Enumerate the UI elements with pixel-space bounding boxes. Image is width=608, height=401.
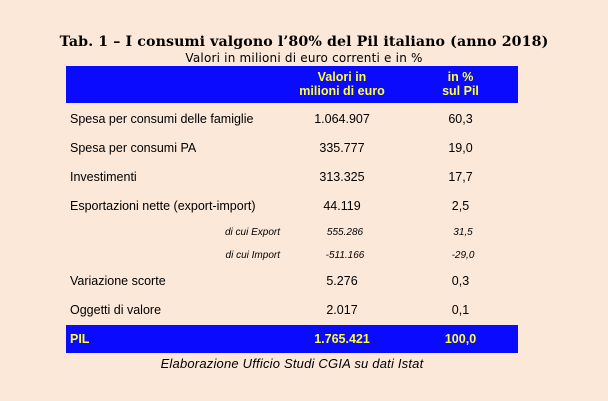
table-title: Tab. 1 – I consumi valgono l’80% del Pil… [59, 34, 549, 50]
data-table: Valori in milioni di euro in % sul Pil S… [66, 66, 518, 353]
header-values-column: Valori in milioni di euro [279, 70, 405, 98]
table-subtitle: Valori in milioni di euro correnti e in … [185, 51, 423, 65]
total-row: PIL 1.765.421 100,0 [66, 325, 518, 353]
row-percent: 60,3 [448, 112, 473, 126]
header-percent-line2: sul Pil [442, 84, 479, 98]
row-percent: 0,3 [451, 274, 470, 288]
header-values-line2: milioni di euro [299, 84, 385, 98]
row-value: 5.276 [326, 274, 358, 288]
row-percent: 0,1 [451, 303, 470, 317]
table-subrow: di cui Export 555.286 31,5 [66, 221, 518, 244]
row-percent: 17,7 [448, 170, 473, 184]
header-percent-column: in % sul Pil [423, 70, 498, 98]
row-label: Spesa per consumi delle famiglie [70, 112, 254, 126]
source-note: Elaborazione Ufficio Studi CGIA su dati … [160, 356, 424, 371]
total-percent: 100,0 [444, 332, 477, 346]
row-percent: 2,5 [451, 199, 470, 213]
subrow-percent: 31,5 [453, 227, 473, 238]
subrow-percent: -29,0 [451, 250, 475, 261]
table-row: Oggetti di valore 2.017 0,1 [66, 296, 518, 325]
total-label: PIL [70, 332, 90, 346]
table-row: Spesa per consumi PA 335.777 19,0 [66, 134, 518, 163]
row-label: Oggetti di valore [70, 303, 162, 317]
row-value: 313.325 [319, 170, 365, 184]
row-label: Variazione scorte [70, 274, 166, 288]
header-values-line1: Valori in [317, 70, 367, 84]
row-value: 44.119 [323, 199, 361, 213]
subrow-value: -511.166 [325, 250, 365, 261]
subrow-value: 555.286 [326, 227, 364, 238]
row-value: 1.064.907 [314, 112, 370, 126]
table-row: Variazione scorte 5.276 0,3 [66, 267, 518, 296]
subrow-label: di cui Import [225, 250, 280, 261]
row-value: 335.777 [319, 141, 365, 155]
header-percent-line1: in % [447, 70, 474, 84]
subrow-label: di cui Export [224, 227, 280, 238]
row-value: 2.017 [326, 303, 358, 317]
row-label: Spesa per consumi PA [70, 141, 197, 155]
row-label: Investimenti [70, 170, 137, 184]
table-header: Valori in milioni di euro in % sul Pil [66, 66, 518, 103]
table-row: Investimenti 313.325 17,7 [66, 163, 518, 192]
table-row: Esportazioni nette (export-import) 44.11… [66, 192, 518, 221]
total-value: 1.765.421 [314, 332, 370, 346]
table-row: Spesa per consumi delle famiglie 1.064.9… [66, 105, 518, 134]
row-label: Esportazioni nette (export-import) [70, 199, 256, 213]
row-percent: 19,0 [448, 141, 473, 155]
table-subrow: di cui Import -511.166 -29,0 [66, 244, 518, 267]
